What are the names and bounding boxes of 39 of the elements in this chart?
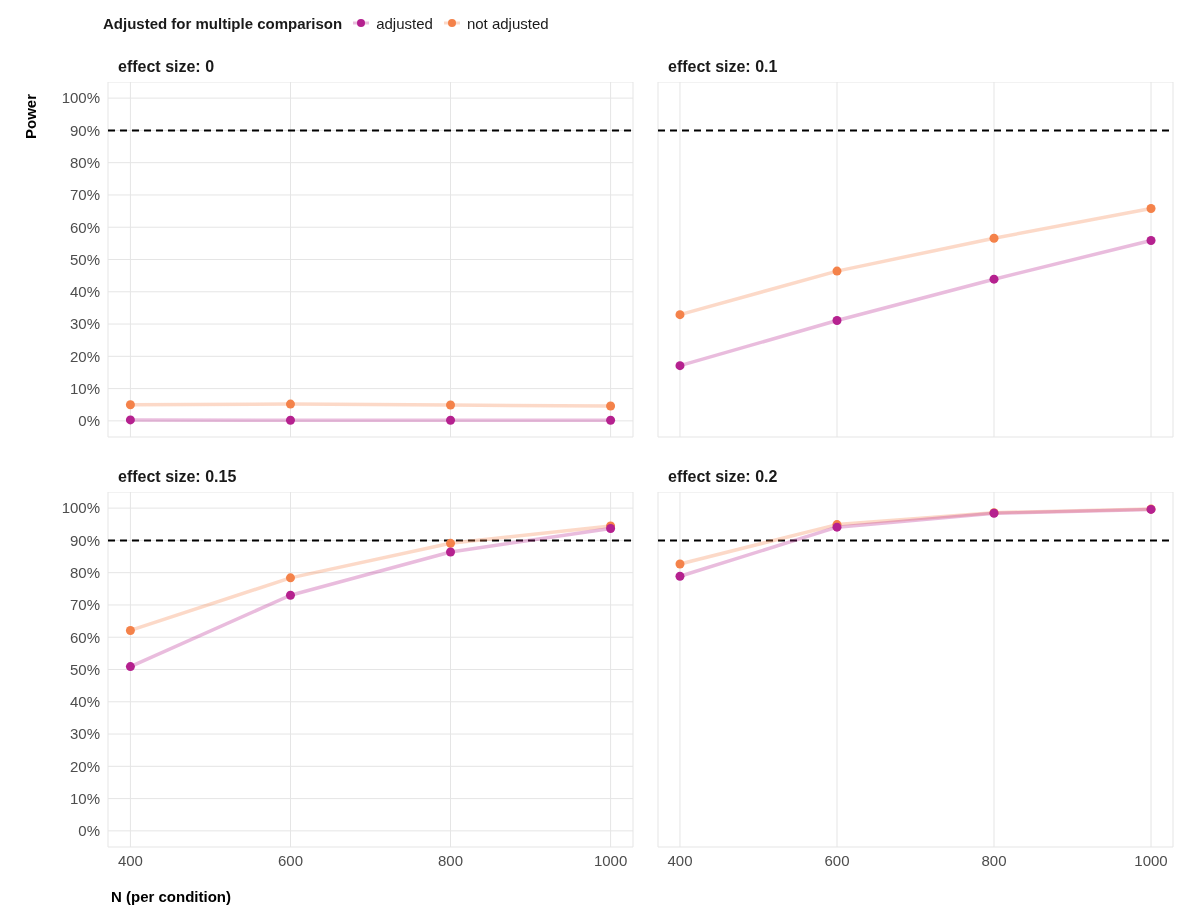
y-tick-label: 40% bbox=[69, 283, 100, 301]
y-tick-label: 0% bbox=[78, 822, 100, 840]
y-tick-label: 40% bbox=[69, 693, 100, 711]
y-tick-label: 70% bbox=[69, 596, 100, 614]
x-tick-label: 800 bbox=[981, 851, 1007, 869]
y-tick-label: 60% bbox=[69, 218, 100, 236]
legend-label: adjusted bbox=[376, 14, 433, 32]
legend-title: Adjusted for multiple comparison bbox=[103, 14, 343, 32]
y-tick-label: 30% bbox=[69, 315, 100, 333]
legend-label: not adjusted bbox=[466, 14, 549, 32]
x-tick-label: 600 bbox=[277, 851, 303, 869]
y-tick-label: 50% bbox=[69, 660, 100, 678]
x-tick-label: 400 bbox=[117, 851, 143, 869]
y-tick-label: 10% bbox=[69, 789, 100, 807]
y-tick-label: 60% bbox=[69, 628, 100, 646]
x-tick-label: 400 bbox=[667, 851, 693, 869]
y-tick-label: 0% bbox=[78, 412, 100, 430]
x-tick-label: 1000 bbox=[1134, 851, 1168, 869]
chart-title: effect size: 0 bbox=[118, 58, 216, 77]
chart-title: effect size: 0.15 bbox=[118, 468, 238, 487]
y-tick-label: 10% bbox=[69, 379, 100, 397]
x-tick-label: 1000 bbox=[593, 851, 628, 869]
x-axis-title: N (per condition) bbox=[111, 888, 231, 905]
y-tick-label: 100% bbox=[61, 499, 100, 517]
chart-title: effect size: 0.2 bbox=[668, 468, 779, 487]
x-tick-label: 600 bbox=[824, 851, 850, 869]
y-tick-label: 80% bbox=[69, 564, 100, 582]
y-tick-label: 50% bbox=[69, 250, 100, 268]
y-tick-label: 100% bbox=[61, 89, 100, 107]
y-tick-label: 20% bbox=[69, 757, 100, 775]
y-tick-label: 90% bbox=[69, 121, 100, 139]
y-tick-label: 80% bbox=[69, 154, 100, 172]
x-tick-label: 800 bbox=[438, 851, 464, 869]
y-tick-label: 30% bbox=[69, 725, 100, 743]
y-tick-label: 70% bbox=[69, 186, 100, 204]
y-tick-label: 20% bbox=[69, 347, 100, 365]
y-tick-label: 90% bbox=[69, 531, 100, 549]
y-axis-title: Power bbox=[21, 93, 39, 141]
chart-title: effect size: 0.1 bbox=[668, 58, 779, 77]
